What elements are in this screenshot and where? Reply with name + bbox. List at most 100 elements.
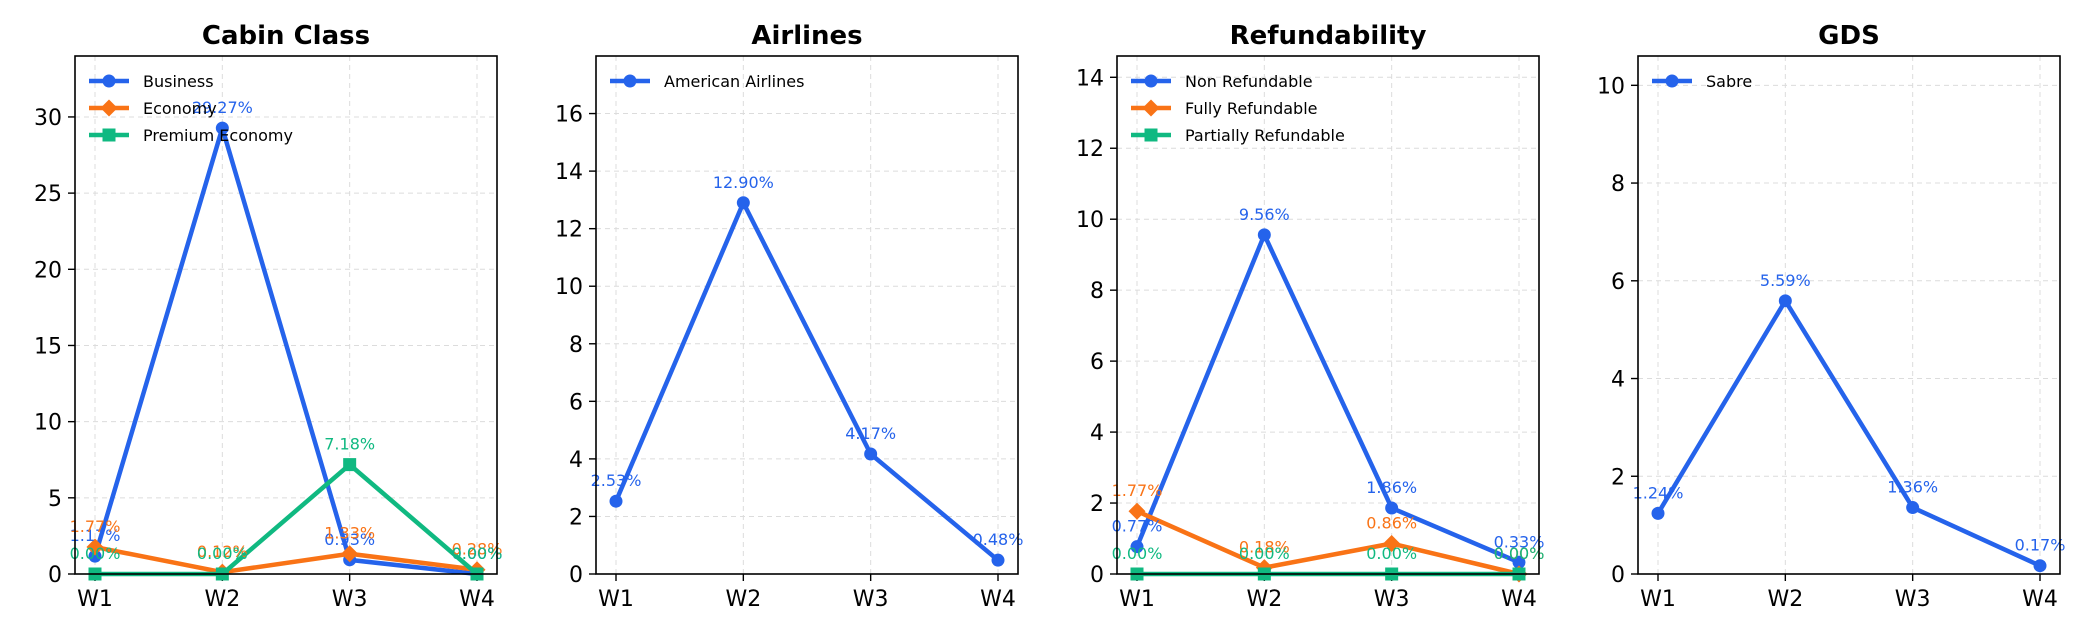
- x-tick-label: W4: [980, 587, 1016, 612]
- y-tick-label: 0: [1090, 563, 1104, 588]
- chart-panel-cabin-class: Cabin Class W1 W2 W3 W4 0 5 10 15 20 25 30 1.17% 29.2…: [34, 21, 502, 612]
- data-point: [86, 538, 104, 556]
- legend-label: American Airlines: [664, 72, 804, 91]
- legend-label: Non Refundable: [1185, 72, 1313, 91]
- chart-panel-gds: GDS W1 W2 W3 W4 0 2 4 6 8 10 1.24% 5.59% 1.36% 0.17% Sa…: [1597, 21, 2065, 612]
- legend-marker: [102, 74, 116, 88]
- data-label: 1.36%: [1887, 478, 1938, 497]
- y-tick-label: 25: [34, 182, 62, 207]
- chart-title: GDS: [1818, 21, 1880, 51]
- legend-item-fully-refundable: Fully Refundable: [1131, 99, 1317, 118]
- data-point: [341, 545, 359, 563]
- data-point: [343, 458, 357, 472]
- y-tick-label: 10: [555, 275, 583, 300]
- x-tick-label: W2: [725, 587, 761, 612]
- data-point: [1906, 501, 1920, 515]
- legend-label: Business: [143, 72, 214, 91]
- data-point: [88, 549, 102, 563]
- legend-item-business: Business: [89, 72, 214, 91]
- y-tick-label: 14: [1076, 66, 1104, 91]
- y-tick-label: 2: [1611, 465, 1625, 490]
- legend-marker: [1144, 74, 1158, 88]
- plot-frame: [595, 55, 1019, 575]
- data-label: 29.27%: [192, 98, 253, 117]
- data-label: 9.56%: [1239, 205, 1290, 224]
- data-label: 0.00%: [1494, 544, 1545, 563]
- legend-label: Partially Refundable: [1185, 126, 1345, 145]
- data-label: 0.00%: [1494, 544, 1545, 563]
- data-label: 0.17%: [2015, 536, 2066, 555]
- data-point: [2033, 559, 2047, 573]
- legend-item-american-airlines: American Airlines: [610, 72, 804, 91]
- y-tick-label: 10: [1597, 74, 1625, 99]
- legend-item-non-refundable: Non Refundable: [1131, 72, 1313, 91]
- data-point: [736, 196, 750, 210]
- y-tick-label: 6: [1611, 270, 1625, 295]
- data-label: 7.18%: [324, 435, 375, 454]
- data-label: 0.00%: [452, 544, 503, 563]
- x-tick-label: W2: [1246, 587, 1282, 612]
- y-tick-label: 30: [34, 106, 62, 131]
- y-tick-label: 4: [569, 448, 583, 473]
- chart-panel-airlines: Airlines W1 W2 W3 W4 0 2 4 6 8 10 12 14 16 2.53% 12.90%…: [555, 21, 1023, 612]
- chart-title: Cabin Class: [202, 21, 370, 51]
- y-tick-label: 6: [569, 390, 583, 415]
- legend-item-sabre: Sabre: [1652, 72, 1752, 91]
- data-label: 5.59%: [1760, 271, 1811, 290]
- y-tick-label: 12: [1076, 137, 1104, 162]
- series-line: [94, 544, 478, 575]
- data-label: 0.00%: [452, 544, 503, 563]
- y-tick-label: 20: [34, 258, 62, 283]
- y-tick-label: 12: [555, 218, 583, 243]
- chart-panel-refundability: Refundability W1 W2 W3 W4 0 2 4 6 8 10 12 14 0.77% 9.5…: [1076, 21, 1544, 612]
- data-label: 2.53%: [591, 471, 642, 490]
- chart-title: Refundability: [1230, 21, 1427, 51]
- data-point: [1385, 501, 1399, 515]
- series-sabre: [1651, 294, 2047, 573]
- x-tick-label: W2: [1767, 587, 1803, 612]
- x-tick-label: W3: [332, 587, 368, 612]
- y-tick-label: 0: [1611, 563, 1625, 588]
- series-line: [1656, 298, 2041, 568]
- data-label: 0.33%: [1494, 532, 1545, 551]
- legend-marker: [1665, 74, 1679, 88]
- legend-label: Premium Economy: [143, 126, 293, 145]
- x-tick-label: W1: [77, 587, 113, 612]
- data-point: [991, 553, 1005, 567]
- data-label: 0.86%: [1366, 513, 1417, 532]
- y-tick-label: 15: [34, 334, 62, 359]
- y-tick-label: 4: [1611, 368, 1625, 393]
- data-label: 1.33%: [324, 524, 375, 543]
- legend-marker: [100, 99, 118, 117]
- x-tick-label: W4: [1501, 587, 1537, 612]
- y-tick-label: 14: [555, 160, 583, 185]
- data-label: 0.00%: [70, 544, 121, 563]
- legend-item-premium-economy: Premium Economy: [89, 126, 293, 145]
- x-tick-label: W4: [459, 587, 495, 612]
- y-tick-label: 4: [1090, 421, 1104, 446]
- x-tick-label: W3: [1374, 587, 1410, 612]
- data-point: [609, 494, 623, 508]
- data-point: [1128, 502, 1146, 520]
- x-tick-label: W4: [2022, 587, 2058, 612]
- series-line: [92, 125, 478, 577]
- legend-label: Fully Refundable: [1185, 99, 1317, 118]
- legend-marker: [102, 128, 116, 142]
- data-point: [864, 447, 878, 461]
- x-tick-label: W3: [853, 587, 889, 612]
- y-tick-label: 0: [48, 563, 62, 588]
- data-point: [1383, 534, 1401, 552]
- y-tick-label: 10: [1076, 208, 1104, 233]
- data-label: 0.00%: [1366, 544, 1417, 563]
- data-label: 0.48%: [973, 530, 1024, 549]
- legend-label: Sabre: [1706, 72, 1752, 91]
- data-point: [1257, 228, 1271, 242]
- y-tick-label: 2: [1090, 492, 1104, 517]
- legend-item-partially-refundable: Partially Refundable: [1131, 126, 1345, 145]
- x-tick-label: W1: [598, 587, 634, 612]
- data-label: 0.12%: [197, 542, 248, 561]
- x-tick-label: W3: [1895, 587, 1931, 612]
- y-tick-label: 10: [34, 411, 62, 436]
- y-tick-label: 16: [555, 103, 583, 128]
